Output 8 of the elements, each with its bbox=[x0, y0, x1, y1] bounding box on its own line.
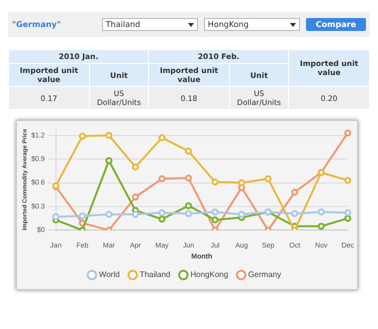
text: HongKong bbox=[204, 18, 300, 31]
legend-label: Germany bbox=[248, 270, 282, 280]
legend-label: World bbox=[98, 270, 120, 280]
text: Compare bbox=[306, 18, 366, 31]
text: Thailand bbox=[102, 18, 198, 31]
legend-label: HongKong bbox=[190, 270, 228, 280]
legend-label: Thailand bbox=[140, 270, 170, 280]
text: "Germany" bbox=[12, 20, 61, 29]
